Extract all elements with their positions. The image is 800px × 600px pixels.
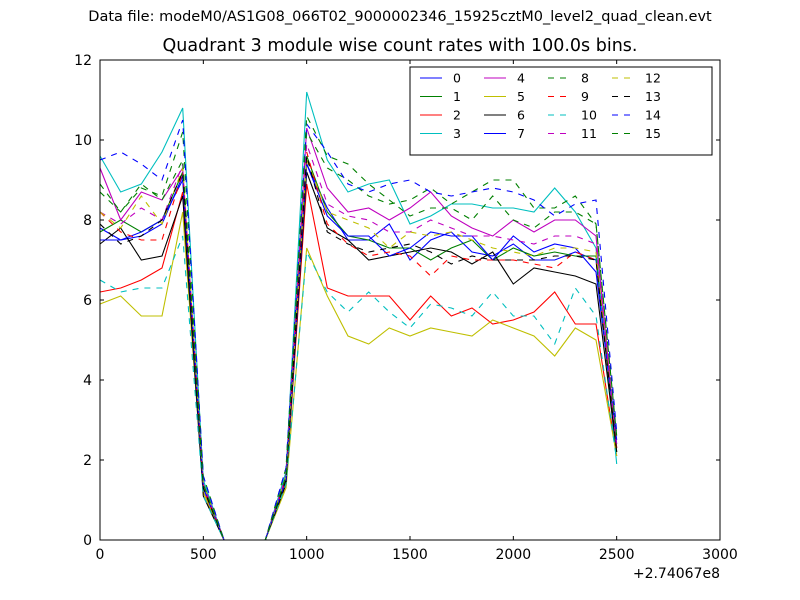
legend-label-14: 14 xyxy=(645,108,661,123)
series-line-15 xyxy=(99,113,618,541)
series-line-10 xyxy=(99,235,618,541)
legend-label-8: 8 xyxy=(581,71,589,86)
series-line-7 xyxy=(100,163,618,541)
y-tick-label: 10 xyxy=(74,133,92,149)
series-line-4 xyxy=(99,127,618,541)
x-tick-label: 3000 xyxy=(702,547,738,563)
x-tick-label: 2500 xyxy=(599,547,635,563)
chart-title: Quadrant 3 module wise count rates with … xyxy=(162,36,638,56)
y-tick-label: 2 xyxy=(83,453,92,469)
series-line-1 xyxy=(99,155,618,541)
x-tick-label: 2000 xyxy=(496,547,532,563)
x-offset-label: +2.74067e8 xyxy=(633,566,720,582)
series-line-11 xyxy=(99,143,618,541)
legend-label-9: 9 xyxy=(581,89,589,104)
series-layer xyxy=(99,91,618,541)
y-tick-label: 12 xyxy=(74,53,92,69)
legend-label-7: 7 xyxy=(517,126,525,141)
series-line-5 xyxy=(99,211,618,541)
y-tick-label: 8 xyxy=(83,213,92,229)
x-tick-label: 1000 xyxy=(289,547,325,563)
legend-label-15: 15 xyxy=(645,126,661,141)
series-line-0 xyxy=(99,163,618,541)
x-tick-label: 1500 xyxy=(392,547,428,563)
data-file-label: Data file: modeM0/AS1G08_066T02_90000023… xyxy=(88,9,712,25)
legend-box xyxy=(409,66,713,156)
series-line-8 xyxy=(99,130,618,541)
series-line-6 xyxy=(99,171,618,541)
legend-label-5: 5 xyxy=(517,89,525,104)
legend-label-2: 2 xyxy=(453,108,461,123)
y-tick-label: 6 xyxy=(83,293,92,309)
series-line-3 xyxy=(99,91,618,541)
legend-label-11: 11 xyxy=(581,126,597,141)
series-line-12 xyxy=(99,159,618,541)
x-tick-label: 0 xyxy=(96,547,105,563)
legend-label-12: 12 xyxy=(645,71,661,86)
legend-label-6: 6 xyxy=(517,108,525,123)
legend-label-1: 1 xyxy=(453,89,461,104)
series-line-14 xyxy=(99,119,618,541)
series-line-13 xyxy=(99,155,618,541)
x-tick-label: 500 xyxy=(190,547,217,563)
y-tick-label: 0 xyxy=(83,533,92,549)
legend-label-3: 3 xyxy=(453,126,461,141)
y-tick-label: 4 xyxy=(83,373,92,389)
legend-label-13: 13 xyxy=(645,89,661,104)
legend-label-0: 0 xyxy=(453,71,461,86)
legend-label-10: 10 xyxy=(581,108,597,123)
legend-label-4: 4 xyxy=(517,71,525,86)
